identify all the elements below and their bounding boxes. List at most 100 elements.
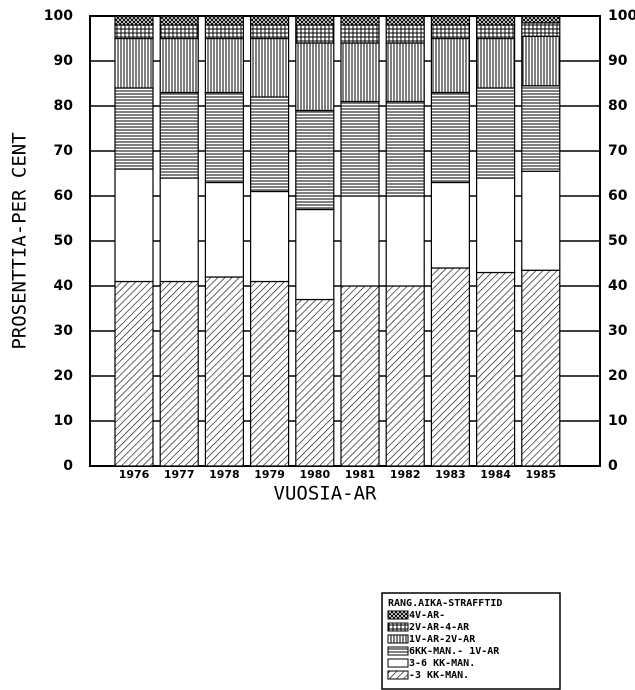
- y2-tick-label: 60: [608, 188, 628, 204]
- legend-swatch: [387, 610, 409, 620]
- legend-label: 4V-AR-: [409, 610, 445, 621]
- bar-segment: [521, 15, 561, 24]
- bar-segment: [204, 24, 244, 40]
- y-tick-label: 60: [54, 188, 74, 204]
- y-tick-label: 40: [54, 278, 74, 294]
- bar-segment: [204, 276, 244, 467]
- bar-segment: [521, 22, 561, 37]
- bar-segment: [250, 24, 290, 40]
- bar-segment: [476, 37, 516, 89]
- legend-title: RANG.AIKA-STRAFFTID: [388, 598, 502, 609]
- bar-segment: [159, 280, 199, 467]
- legend-swatch: [387, 634, 409, 644]
- bar-segment: [521, 269, 561, 467]
- y2-tick-label: 30: [608, 323, 628, 339]
- bar-segment: [340, 285, 380, 467]
- bar-segment: [430, 181, 470, 269]
- bar-segment: [204, 37, 244, 94]
- y-tick-label: 50: [54, 233, 74, 249]
- bar-segment: [476, 177, 516, 274]
- y2-tick-label: 0: [608, 458, 618, 474]
- y2-tick-label: 80: [608, 98, 628, 114]
- y-tick-label: 0: [63, 458, 73, 474]
- bar-segment: [430, 91, 470, 184]
- bar-segment: [114, 24, 154, 40]
- x-tick-label: 1982: [390, 468, 421, 481]
- bar-segment: [295, 24, 335, 44]
- bar-segment: [204, 181, 244, 278]
- x-tick-label: 1984: [480, 468, 511, 481]
- bar-segment: [430, 15, 470, 26]
- bar-segment: [250, 15, 290, 26]
- bar-segment: [385, 42, 425, 103]
- bar-segment: [430, 267, 470, 467]
- y-tick-label: 70: [54, 143, 74, 159]
- bar-segment: [204, 91, 244, 184]
- bar-segment: [476, 87, 516, 179]
- y-tick-label: 100: [44, 8, 73, 24]
- legend-box: [381, 592, 561, 690]
- y-tick-label: 80: [54, 98, 74, 114]
- y2-tick-label: 100: [608, 8, 635, 24]
- x-axis-label: VUOSIA-AR: [274, 483, 378, 505]
- bar-segment: [340, 195, 380, 287]
- bar-segment: [114, 168, 154, 283]
- bar-segment: [250, 190, 290, 283]
- bar-segment: [159, 15, 199, 26]
- bar-segment: [385, 100, 425, 197]
- bar-segment: [159, 37, 199, 94]
- bar-segment: [250, 280, 290, 467]
- y2-tick-label: 10: [608, 413, 628, 429]
- bar-segment: [295, 42, 335, 112]
- bar-segment: [250, 37, 290, 98]
- x-tick-label: 1983: [435, 468, 466, 481]
- x-tick-label: 1981: [345, 468, 376, 481]
- bar-segment: [385, 15, 425, 26]
- bar-segment: [114, 15, 154, 26]
- y2-tick-label: 20: [608, 368, 628, 384]
- legend-label: -3 KK-MAN.: [409, 670, 469, 681]
- legend-swatch: [387, 646, 409, 656]
- bar-segment: [521, 170, 561, 271]
- bar-segment: [476, 271, 516, 467]
- bar-segment: [295, 15, 335, 26]
- bar-segment: [159, 91, 199, 179]
- bar-segment: [340, 100, 380, 197]
- legend-swatch: [387, 622, 409, 632]
- bar-segment: [385, 285, 425, 467]
- y2-tick-label: 90: [608, 53, 628, 69]
- y2-tick-label: 40: [608, 278, 628, 294]
- legend-label: 3-6 KK-MAN.: [409, 658, 475, 669]
- bar-segment: [430, 24, 470, 40]
- y-tick-label: 90: [54, 53, 74, 69]
- legend-swatch: [387, 658, 409, 668]
- y2-tick-label: 70: [608, 143, 628, 159]
- bar-segment: [340, 24, 380, 44]
- y-axis-label: PROSENTTIA-PER CENT: [9, 132, 31, 349]
- bar-segment: [476, 24, 516, 40]
- legend-label: 1V-AR-2V-AR: [409, 634, 476, 645]
- y-tick-label: 20: [54, 368, 74, 384]
- x-tick-label: 1977: [164, 468, 195, 481]
- bar-segment: [114, 280, 154, 467]
- bar-segment: [159, 177, 199, 283]
- bar-segment: [250, 96, 290, 193]
- legend-label: 6KK-MAN.- 1V-AR: [409, 646, 500, 657]
- x-tick-label: 1985: [525, 468, 556, 481]
- bar-segment: [385, 24, 425, 44]
- x-tick-label: 1980: [299, 468, 330, 481]
- bar-segment: [295, 298, 335, 467]
- bar-segment: [340, 15, 380, 26]
- y2-tick-label: 50: [608, 233, 628, 249]
- x-tick-label: 1978: [209, 468, 240, 481]
- legend-label: 2V-AR-4-AR: [409, 622, 470, 633]
- x-tick-label: 1976: [119, 468, 150, 481]
- legend-swatch: [387, 670, 409, 680]
- bar-segment: [476, 15, 516, 26]
- bar-segment: [114, 37, 154, 89]
- bar-segment: [521, 35, 561, 87]
- bar-segment: [521, 85, 561, 172]
- bar-segment: [385, 195, 425, 287]
- bar-segment: [430, 37, 470, 94]
- bar-segment: [295, 109, 335, 211]
